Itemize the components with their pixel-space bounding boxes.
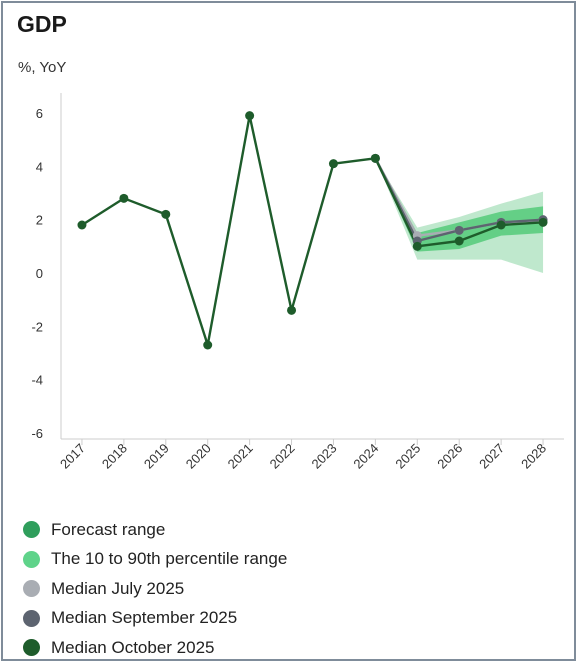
point-median-october-2025 [538, 217, 548, 227]
x-tick-label: 2028 [518, 441, 549, 472]
gdp-line-chart: 6 4 2 0 -2 -4 -6 2017 2018 2019 2020 2021 2022 2023 20… [31, 93, 564, 472]
legend-swatch [23, 550, 40, 568]
point-median-october-2025 [161, 209, 171, 219]
y-tick-label: 2 [36, 213, 43, 228]
legend-item: Median July 2025 [23, 574, 287, 604]
y-axis-unit-label: %, YoY [18, 59, 67, 76]
axis-layer [60, 93, 564, 445]
chart-legend: Forecast range The 10 to 90th percentile … [23, 515, 287, 663]
y-tick-label: 6 [36, 106, 43, 121]
legend-swatch [23, 639, 40, 657]
x-tick-label: 2020 [183, 441, 214, 472]
legend-item: Median September 2025 [23, 604, 287, 634]
legend-label: Median September 2025 [51, 608, 238, 628]
point-median-september-2025 [454, 225, 464, 235]
x-tick-label: 2018 [99, 441, 130, 472]
point-median-october-2025 [203, 340, 213, 350]
forecast-bands [375, 158, 544, 273]
point-median-october-2025 [328, 159, 338, 169]
chart-title: GDP [17, 11, 67, 37]
legend-label: The 10 to 90th percentile range [51, 549, 288, 569]
legend-swatch [23, 580, 40, 598]
x-tick-label: 2019 [141, 441, 172, 472]
legend-item: Forecast range [23, 515, 287, 545]
line-median-october-2025 [81, 114, 544, 347]
legend-swatch [23, 609, 40, 627]
tick-labels: 6 4 2 0 -2 -4 -6 2017 2018 2019 2020 2021 2022 2023 20… [31, 106, 549, 472]
x-tick-label: 2021 [225, 441, 256, 472]
point-median-october-2025 [412, 241, 422, 251]
x-tick-label: 2027 [476, 441, 507, 472]
y-tick-label: -2 [31, 319, 43, 334]
y-tick-label: 0 [36, 266, 43, 281]
x-tick-label: 2025 [392, 441, 423, 472]
point-median-october-2025 [454, 236, 464, 246]
legend-swatch [23, 521, 40, 539]
y-tick-label: -6 [31, 426, 43, 441]
point-median-october-2025 [287, 305, 297, 315]
series-points [77, 111, 548, 350]
point-median-october-2025 [119, 193, 129, 203]
point-median-october-2025 [496, 220, 506, 230]
x-tick-label: 2026 [434, 441, 465, 472]
point-median-october-2025 [245, 111, 255, 121]
y-tick-label: -4 [31, 373, 43, 388]
x-tick-label: 2023 [309, 441, 340, 472]
legend-label: Forecast range [51, 519, 166, 539]
point-median-october-2025 [370, 153, 380, 163]
x-tick-label: 2022 [267, 441, 298, 472]
point-median-october-2025 [77, 220, 87, 230]
x-tick-label: 2024 [350, 441, 381, 472]
legend-label: Median October 2025 [51, 637, 215, 657]
legend-item: Median October 2025 [23, 633, 287, 663]
legend-item: The 10 to 90th percentile range [23, 545, 287, 575]
x-tick-label: 2017 [57, 441, 88, 472]
legend-label: Median July 2025 [51, 578, 185, 598]
y-tick-label: 4 [36, 159, 43, 174]
